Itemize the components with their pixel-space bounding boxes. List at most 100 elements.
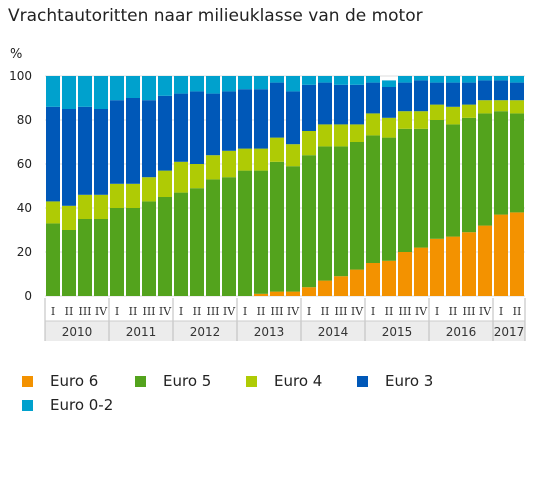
- bar-segment-euro-4: [302, 131, 316, 156]
- bar-segment-euro-5: [446, 124, 460, 237]
- bar-segment-euro-6: [462, 232, 476, 296]
- bar-segment-euro-0-2: [142, 76, 156, 101]
- bar-segment-euro-4: [462, 104, 476, 118]
- x-tick-label: II: [257, 305, 266, 318]
- x-tick-label: I: [243, 305, 247, 318]
- bar-segment-euro-3: [174, 93, 188, 162]
- bar-segment-euro-0-2: [446, 76, 460, 83]
- x-tick-label: IV: [351, 305, 364, 318]
- bar-segment-euro-5: [126, 208, 140, 296]
- bar-segment-euro-5: [494, 111, 508, 215]
- bar-segment-euro-4: [286, 144, 300, 167]
- bar-segment-euro-5: [430, 120, 444, 239]
- bar-segment-euro-6: [302, 287, 316, 296]
- bar-segment-euro-0-2: [286, 76, 300, 92]
- bar-segment-euro-3: [318, 82, 332, 125]
- bar-segment-euro-6: [414, 247, 428, 296]
- bar-segment-euro-5: [510, 113, 524, 213]
- bar-segment-euro-4: [110, 183, 124, 208]
- bar-segment-euro-5: [398, 128, 412, 252]
- bar-segment-euro-4: [254, 148, 268, 171]
- bar-segment-euro-0-2: [238, 76, 252, 90]
- y-tick-label: 20: [17, 245, 32, 259]
- year-label: 2016: [446, 325, 477, 339]
- bar-segment-euro-3: [270, 82, 284, 138]
- y-tick-label: 80: [17, 113, 32, 127]
- year-label: 2012: [190, 325, 221, 339]
- bar-segment-euro-0-2: [126, 76, 140, 98]
- bar-segment-euro-4: [366, 113, 380, 136]
- bar-segment-euro-5: [142, 201, 156, 296]
- legend-swatch-euro-0-2: [22, 399, 33, 411]
- legend-label-euro-6: Euro 6: [50, 372, 99, 390]
- y-tick-label: 0: [24, 289, 32, 303]
- x-tick-label: IV: [223, 305, 236, 318]
- x-tick-label: II: [129, 305, 138, 318]
- x-tick-label: III: [142, 305, 155, 318]
- legend-label-euro-3: Euro 3: [385, 372, 434, 390]
- bar-segment-euro-5: [78, 219, 92, 296]
- x-tick-label: I: [307, 305, 311, 318]
- bar-segment-euro-5: [382, 137, 396, 261]
- x-tick-label: III: [398, 305, 411, 318]
- bar-segment-euro-5: [366, 135, 380, 263]
- bar-segment-euro-5: [222, 177, 236, 296]
- bar-segment-euro-4: [238, 148, 252, 171]
- bar-segment-euro-4: [46, 201, 60, 224]
- bar-segment-euro-0-2: [110, 76, 124, 101]
- x-tick-label: III: [462, 305, 475, 318]
- bar-segment-euro-3: [254, 89, 268, 149]
- x-tick-label: III: [78, 305, 91, 318]
- bar-segment-euro-6: [366, 263, 380, 296]
- bar-segment-euro-0-2: [414, 76, 428, 81]
- bar-segment-euro-5: [462, 117, 476, 233]
- bar-segment-euro-5: [62, 230, 76, 296]
- bar-segment-euro-6: [334, 276, 348, 296]
- year-label: 2011: [126, 325, 157, 339]
- legend-item-euro-0-2[interactable]: Euro 0-2: [22, 396, 113, 414]
- bar-segment-euro-4: [126, 183, 140, 208]
- bar-segment-euro-5: [158, 197, 172, 296]
- bar-segment-euro-4: [446, 106, 460, 125]
- bar-segment-euro-4: [430, 104, 444, 120]
- bar-segment-euro-3: [62, 109, 76, 206]
- bar-segment-euro-3: [414, 80, 428, 112]
- x-tick-label: III: [206, 305, 219, 318]
- x-tick-label: II: [513, 305, 522, 318]
- bar-segment-euro-5: [94, 219, 108, 296]
- bar-segment-euro-6: [494, 214, 508, 296]
- bar-segment-euro-3: [190, 91, 204, 164]
- legend-item-euro-3[interactable]: Euro 3: [357, 372, 433, 390]
- bar-segment-euro-0-2: [174, 76, 188, 94]
- x-tick-label: I: [435, 305, 439, 318]
- bar-segment-euro-3: [446, 82, 460, 107]
- x-tick-label: IV: [415, 305, 428, 318]
- bar-segment-euro-3: [366, 82, 380, 114]
- bar-segment-euro-4: [334, 124, 348, 147]
- bar-segment-euro-4: [62, 205, 76, 230]
- bar-segment-euro-3: [94, 109, 108, 195]
- x-tick-label: III: [270, 305, 283, 318]
- x-tick-label: I: [499, 305, 503, 318]
- bar-segment-euro-4: [414, 111, 428, 129]
- bar-segment-euro-5: [270, 161, 284, 292]
- bar-segment-euro-3: [78, 106, 92, 195]
- x-tick-label: IV: [95, 305, 108, 318]
- chart-title: Vrachtautoritten naar milieuklasse van d…: [8, 6, 423, 26]
- bar-segment-euro-4: [494, 100, 508, 112]
- legend-swatch-euro-3: [357, 375, 368, 387]
- bar-segment-euro-3: [478, 80, 492, 101]
- legend-item-euro-5[interactable]: Euro 5: [135, 372, 211, 390]
- legend-item-euro-4[interactable]: Euro 4: [246, 372, 322, 390]
- bar-segment-euro-0-2: [206, 76, 220, 94]
- legend-item-euro-6[interactable]: Euro 6: [22, 372, 98, 390]
- bar-segment-euro-0-2: [350, 76, 364, 85]
- bar-segment-euro-3: [462, 82, 476, 105]
- bar-segment-euro-0-2: [62, 76, 76, 109]
- bar-segment-euro-5: [414, 128, 428, 248]
- bar-segment-euro-3: [46, 106, 60, 202]
- bar-segment-euro-0-2: [382, 80, 396, 87]
- bar-segment-euro-4: [398, 111, 412, 129]
- y-tick-label: 100: [9, 69, 32, 83]
- bar-segment-euro-0-2: [462, 76, 476, 83]
